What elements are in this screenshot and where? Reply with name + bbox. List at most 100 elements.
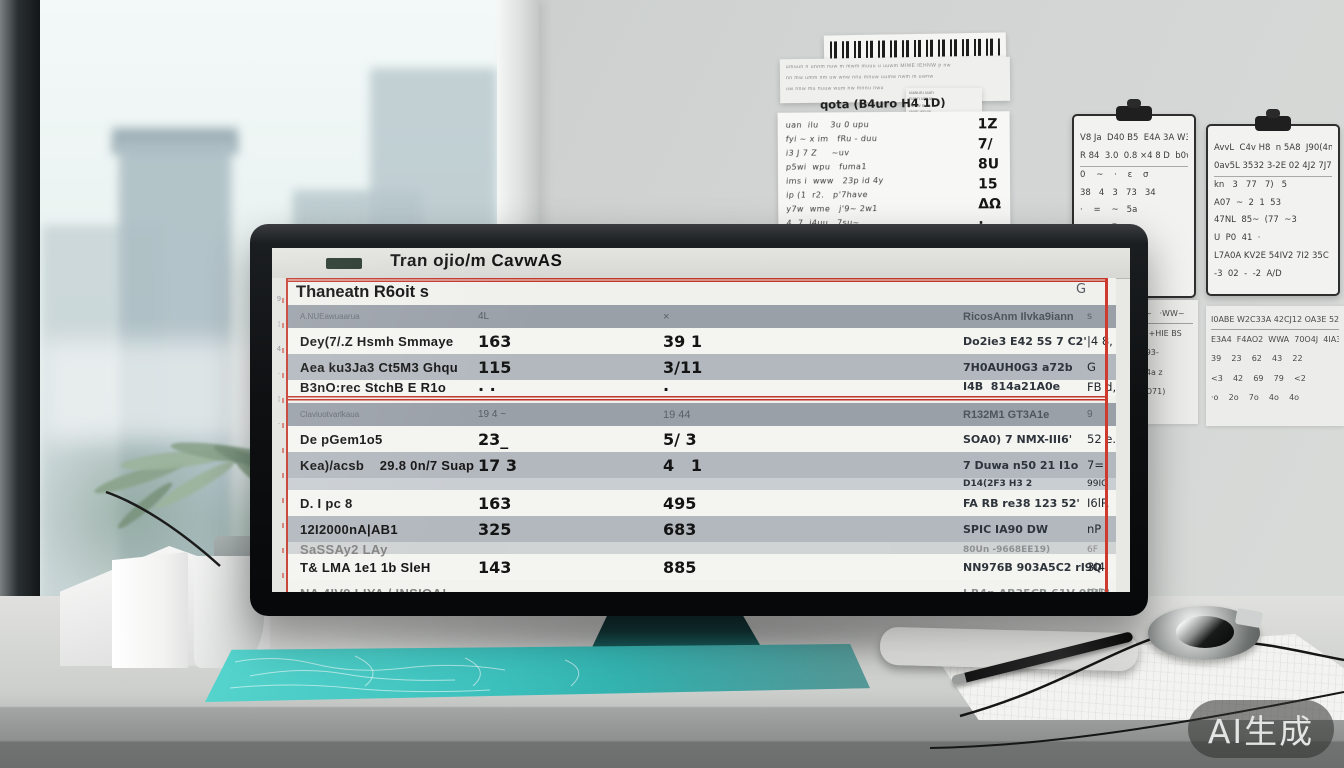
table2-col5-header: 9 xyxy=(1087,409,1093,420)
row-label: Dey(7/.Z Hsmh Smmaye xyxy=(300,333,454,349)
clipboard-line: kn 3 77 7) 5 xyxy=(1214,179,1288,190)
row-value-1: 23_ xyxy=(478,429,509,449)
row-right-value: 99IC xyxy=(1087,479,1108,489)
clipboard-line: U P0 41 · xyxy=(1214,233,1261,244)
scribble-line: p5wi wpu fuma1 xyxy=(785,162,868,172)
table-row[interactable]: Dey(7/.Z Hsmh Smmaye 163 39 1 Do2ie3 E42… xyxy=(286,328,1116,354)
row-value-2: 885 xyxy=(663,557,697,577)
row-label: Kea)/acsb 29.8 0n/7 Suap xyxy=(300,457,475,473)
row-label: Aea ku3Ja3 Ct5M3 Ghqu xyxy=(300,359,459,375)
grid-line: I0ABE W2C33A 42CJ12 OA3E 5239 xyxy=(1211,310,1339,331)
clipboard-line: · = ~ 5a xyxy=(1080,205,1138,216)
row-label: D. I pc 8 xyxy=(300,495,353,511)
window-frame-left xyxy=(0,0,40,622)
row-value-1: 163 xyxy=(478,493,512,513)
row-right-value: nP xyxy=(1087,522,1102,536)
margin-mark: 4 xyxy=(276,345,282,353)
row-value-2: 39 1 xyxy=(663,331,702,351)
row-right-value: 6F xyxy=(1087,544,1098,555)
watermark-text: AI生成 xyxy=(1207,712,1315,751)
row-value-2: 495 xyxy=(663,493,697,513)
table-row[interactable]: 12I2000nA|AB1 325 683 SPIC IA90 DW nP xyxy=(286,516,1116,542)
margin-mark: ¦ xyxy=(277,320,281,328)
row-value-2: 5/ 3 xyxy=(663,429,697,449)
dense-line: nwuw num xyxy=(909,102,931,108)
wall-handwritten-note: uan ilu 3u 0 upu fyi ~ x im fRu - duu i3 J… xyxy=(777,111,1011,239)
grid-line: ·o 2o 7o 4o 4o xyxy=(1211,392,1300,402)
table1-col4-header: RicosAnm Ilvka9iann xyxy=(963,310,1074,323)
table1-body: Dey(7/.Z Hsmh Smmaye 163 39 1 Do2ie3 E42… xyxy=(286,328,1116,396)
row-value-2: 683 xyxy=(663,519,697,539)
row-value-2: 4 1 xyxy=(663,455,702,475)
clipboard-line: 0av5L 3532 3-2E 02 4J2 7J7 xyxy=(1214,158,1332,177)
note-number: 15 xyxy=(978,175,998,193)
dense-line: nuwn umuw xyxy=(909,96,934,102)
scribble-line: ims i www 23p id 4y xyxy=(785,176,885,186)
row-right-value: I3D xyxy=(1087,586,1116,592)
row-right-value: I6lR xyxy=(1087,496,1109,510)
report-panel: Thaneatn R6oit s G A.NUEawuaarua 4L × Ri… xyxy=(286,278,1116,592)
table-row[interactable]: SaSSAy2 LAy 80Un -9668EE19) 6F xyxy=(286,542,1116,557)
clipboard-line: 0 ~ · ε σ xyxy=(1080,169,1149,180)
screen-margin-strip: 9 ¦ 4 · ¦ · xyxy=(272,278,286,592)
note-number: 7/ xyxy=(977,136,993,153)
table2-header: Claviuotvarlkaua 19 4 ~ 19 44 R132M1 GT3… xyxy=(286,403,1116,426)
note-number: 8U xyxy=(977,156,1000,173)
clipboard-line: A07 ~ 2 1 53 xyxy=(1214,197,1281,208)
row-value-1: 115 xyxy=(478,357,512,377)
row-right-text: Do2ie3 E42 5S 7 C2' xyxy=(963,334,1087,348)
row-right-text: SOA0) 7 NMX-III6' xyxy=(963,432,1073,446)
row-label: De pGem1o5 xyxy=(300,431,383,447)
table-row[interactable]: Aea ku3Ja3 Ct5M3 Ghqu 115 3/11 7H0AUH0G3… xyxy=(286,354,1116,380)
titlebar-menu-pill[interactable] xyxy=(326,258,362,269)
clipboard-line: 47NL 85~ (77 ~3 xyxy=(1214,215,1297,226)
table1-col3-header: × xyxy=(663,310,670,323)
margin-mark: ¦ xyxy=(277,395,281,403)
table-row[interactable]: D. I pc 8 163 495 FA RB re38 123 52' I6l… xyxy=(286,490,1116,516)
table-row[interactable]: De pGem1o5 23_ 5/ 3 SOA0) 7 NMX-III6' 52… xyxy=(286,426,1116,452)
row-right-text: NN976B 903A5C2 rI9Q xyxy=(963,560,1102,574)
row-value-1: 17 3 xyxy=(478,455,517,475)
panel-corner-icon[interactable]: G xyxy=(1076,282,1087,297)
table-row[interactable]: D14(2F3 H3 2 99IC xyxy=(286,478,1116,490)
table2-col1-header: Claviuotvarlkaua xyxy=(300,410,360,419)
wired-metal-mouse xyxy=(1148,606,1264,660)
table2-col2-header: 19 4 ~ xyxy=(478,409,507,420)
row-label: SaSSAy2 LAy xyxy=(300,542,388,557)
barcode-bars xyxy=(829,38,1001,59)
app-titlebar[interactable]: Tran ojio/m CavwAS xyxy=(272,248,1130,279)
table2-body: De pGem1o5 23_ 5/ 3 SOA0) 7 NMX-III6' 52… xyxy=(286,426,1116,592)
margin-mark: · xyxy=(277,420,281,428)
row-right-text: FA RB re38 123 52' xyxy=(963,496,1080,510)
note-number: 1Z xyxy=(977,116,998,133)
clipboard-line: R 84 3.0 0.8 ×4 8 D b0w xyxy=(1080,148,1188,167)
row-label: NA 4IV9 LIYA / INSIOA! xyxy=(286,586,478,593)
dense-line: uuwuru uum xyxy=(909,90,934,95)
row-label: T& LMA 1e1 1b SleH xyxy=(300,559,431,575)
clipboard-line: V8 Ja D40 B5 E4A 3A W3A xyxy=(1080,133,1188,143)
clipboard-line: -3 02 - -2 A/D xyxy=(1214,268,1282,279)
row-right-text: I B4n AB35CB 61V 0BU1 xyxy=(963,587,1111,593)
table-row[interactable]: Kea)/acsb 29.8 0n/7 Suap 17 3 4 1 7 Duwa… xyxy=(286,452,1116,478)
mouse-tab xyxy=(1234,607,1264,629)
table-row[interactable]: T& LMA 1e1 1b SleH 143 885 NN976B 903A5C… xyxy=(286,554,1116,580)
scribble-line: ip (1 r2. p'7have xyxy=(785,190,869,200)
antenna-wire xyxy=(105,490,221,567)
red-border-top xyxy=(286,278,1107,282)
row-right-value: |4 8, xyxy=(1087,334,1113,348)
scribble-line: uan ilu 3u 0 upu xyxy=(785,120,870,130)
row-right-value: 7= xyxy=(1087,458,1104,472)
scribble-line: i3 J 7 Z ~uv xyxy=(785,148,850,158)
note-number: ΔΩ xyxy=(978,195,1002,212)
scribble-line: y7w wme j'9~ 2w1 xyxy=(785,204,879,214)
table-row[interactable]: B3nO:rec StchB E R1o · · · I4B 814a21A0e… xyxy=(286,380,1116,396)
wall-clipboard-right: AvvL C4v H8 n 5A8 J90(4m M/O 0av5L 3532 3… xyxy=(1206,109,1340,296)
row-right-text: 7 Duwa n50 21 I1o xyxy=(963,458,1079,472)
table-row[interactable]: NA 4IV9 LIYA / INSIOA! I B4n AB35CB 61V … xyxy=(286,580,1116,592)
row-right-value: 3I4 xyxy=(1087,560,1106,574)
mat-sketch-lines xyxy=(229,655,580,693)
scribble-line: fyi ~ x im fRu - duu xyxy=(785,134,878,144)
monitor-screen: Tran ojio/m CavwAS 9 ¦ 4 · ¦ · Thaneatn R6oit… xyxy=(272,248,1130,592)
